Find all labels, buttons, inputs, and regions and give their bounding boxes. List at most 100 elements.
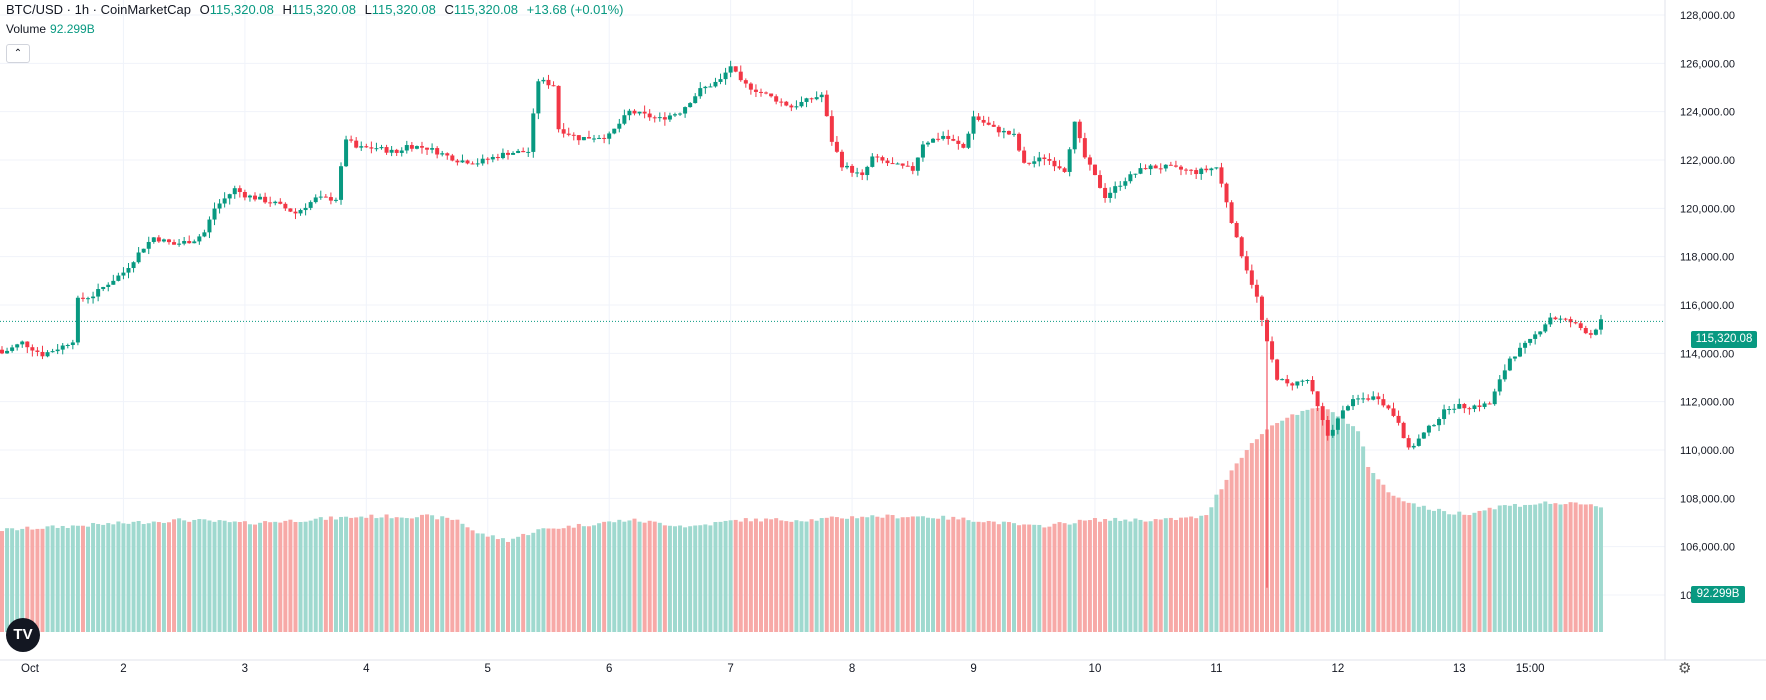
- candle-body: [425, 147, 430, 150]
- gear-icon[interactable]: ⚙: [1678, 660, 1692, 677]
- candle-body: [1366, 398, 1371, 400]
- volume-bar: [435, 519, 440, 632]
- tradingview-logo[interactable]: TV: [6, 618, 40, 652]
- candle-body: [1457, 404, 1462, 409]
- volume-bar: [1518, 506, 1522, 632]
- volume-bar: [1057, 522, 1062, 632]
- volume-bar: [111, 524, 116, 632]
- volume-bar: [1047, 526, 1052, 632]
- candle-body: [976, 116, 981, 120]
- candle-body: [1598, 319, 1603, 330]
- volume-bar: [976, 521, 981, 632]
- volume-bar: [1598, 507, 1603, 632]
- volume-bar: [1421, 505, 1426, 632]
- candle-body: [632, 110, 637, 114]
- candle-body: [1209, 168, 1214, 171]
- volume-bar: [247, 524, 252, 632]
- chevron-up-icon[interactable]: ⌃: [6, 44, 30, 63]
- candle-body: [1138, 168, 1143, 174]
- candle-body: [855, 172, 860, 174]
- candle-body: [1229, 202, 1234, 223]
- volume-bar: [1209, 507, 1214, 632]
- volume-bar: [905, 517, 910, 632]
- candle-body: [1042, 157, 1047, 160]
- candle-body: [359, 146, 364, 148]
- candle-body: [1118, 185, 1123, 187]
- candle-body: [460, 160, 465, 163]
- volume-bar: [809, 519, 814, 632]
- candle-body: [1548, 317, 1553, 325]
- candle-body: [637, 111, 642, 114]
- symbol-label[interactable]: BTC/USD · 1h · CoinMarketCap: [6, 2, 191, 17]
- candle-body: [126, 268, 131, 273]
- candle-body: [495, 156, 500, 159]
- volume-bar: [60, 525, 65, 632]
- candle-body: [1052, 160, 1057, 167]
- candle-body: [870, 156, 875, 167]
- volume-bar: [1113, 517, 1118, 632]
- volume-bar: [1042, 527, 1047, 632]
- candle-body: [728, 66, 733, 73]
- candle-body: [445, 153, 450, 156]
- volume-bar: [743, 518, 748, 632]
- candle-body: [258, 196, 263, 200]
- volume-label[interactable]: Volume: [6, 22, 47, 36]
- candle-body: [339, 166, 344, 200]
- volume-bar: [1087, 520, 1092, 632]
- volume-bar: [263, 521, 268, 632]
- volume-bar: [956, 519, 961, 632]
- volume-bar: [1249, 443, 1254, 632]
- candle-body: [1047, 159, 1052, 161]
- volume-bar: [1361, 446, 1366, 632]
- candle-body: [288, 208, 293, 212]
- x-tick-label: 9: [970, 663, 976, 675]
- volume-bar: [647, 520, 652, 632]
- candle-body: [278, 201, 283, 204]
- volume-bar: [1006, 522, 1011, 632]
- candle-body: [161, 239, 166, 242]
- volume-bar: [409, 518, 414, 632]
- volume-bar: [794, 520, 799, 632]
- volume-bar: [910, 516, 915, 632]
- candle-body: [1062, 168, 1067, 172]
- candle-body: [642, 111, 647, 114]
- volume-bar: [551, 528, 556, 632]
- candle-body: [1426, 425, 1431, 433]
- candle-body: [521, 150, 526, 153]
- volume-value: 92.299B: [50, 22, 95, 36]
- volume-bar: [526, 535, 531, 632]
- x-tick-label: Oct: [21, 663, 40, 675]
- candle-body: [733, 66, 738, 72]
- volume-bar: [753, 518, 758, 632]
- volume-bar: [166, 522, 171, 632]
- candle-body: [1330, 429, 1335, 436]
- volume-bar: [1528, 504, 1533, 632]
- candle-body: [55, 349, 60, 352]
- volume-bar: [718, 521, 723, 632]
- candle-body: [80, 297, 85, 299]
- x-tick-label: 2: [120, 663, 126, 675]
- candle-body: [925, 142, 930, 145]
- volume-bar: [1325, 409, 1330, 632]
- volume-bar: [313, 518, 318, 632]
- volume-bar: [1442, 511, 1447, 632]
- candle-body: [1518, 347, 1522, 357]
- volume-bar: [1224, 479, 1229, 632]
- candle-body: [404, 145, 409, 151]
- candle-body: [435, 148, 440, 155]
- volume-bar: [1133, 518, 1138, 632]
- volume-bar: [258, 522, 263, 632]
- candle-body: [1153, 165, 1158, 169]
- y-tick-label: 124,000.00: [1680, 107, 1735, 119]
- candle-body: [1351, 399, 1356, 407]
- y-tick-label: 120,000.00: [1680, 203, 1735, 215]
- volume-bar: [1356, 431, 1361, 632]
- candle-body: [328, 197, 333, 201]
- x-tick-label: 10: [1089, 663, 1102, 675]
- candle-body: [1543, 324, 1548, 332]
- candle-body: [753, 89, 758, 92]
- volume-bar: [1447, 514, 1452, 632]
- candle-body: [1472, 405, 1477, 409]
- candle-body: [1143, 168, 1148, 170]
